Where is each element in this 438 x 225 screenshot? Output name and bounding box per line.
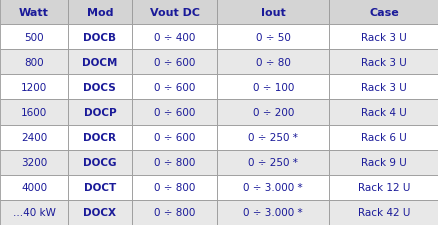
Text: Watt: Watt	[19, 7, 49, 18]
Bar	[0, 50, 68, 75]
Bar	[217, 75, 328, 100]
Text: 0 ÷ 600: 0 ÷ 600	[153, 108, 195, 117]
Bar	[68, 150, 131, 175]
Bar	[217, 200, 328, 225]
Bar	[68, 200, 131, 225]
Text: 0 ÷ 80: 0 ÷ 80	[255, 58, 290, 68]
Text: 2400: 2400	[21, 133, 47, 142]
Text: Case: Case	[368, 7, 398, 18]
Bar	[217, 0, 328, 25]
Bar	[131, 125, 217, 150]
Text: 4000: 4000	[21, 182, 47, 192]
Bar	[328, 50, 438, 75]
Bar	[217, 50, 328, 75]
Text: Rack 42 U: Rack 42 U	[357, 207, 410, 218]
Bar	[68, 25, 131, 50]
Text: 0 ÷ 400: 0 ÷ 400	[153, 33, 195, 43]
Text: DOCX: DOCX	[83, 207, 116, 218]
Bar	[217, 100, 328, 125]
Bar	[0, 0, 68, 25]
Bar	[68, 50, 131, 75]
Bar	[0, 125, 68, 150]
Bar	[68, 75, 131, 100]
Bar	[217, 150, 328, 175]
Text: 0 ÷ 600: 0 ÷ 600	[153, 83, 195, 92]
Bar	[0, 25, 68, 50]
Bar	[0, 150, 68, 175]
Text: 1200: 1200	[21, 83, 47, 92]
Text: 500: 500	[24, 33, 44, 43]
Bar	[68, 0, 131, 25]
Text: 1600: 1600	[21, 108, 47, 117]
Text: 0 ÷ 800: 0 ÷ 800	[153, 182, 195, 192]
Text: Iout: Iout	[260, 7, 285, 18]
Text: Rack 3 U: Rack 3 U	[360, 58, 406, 68]
Text: 0 ÷ 200: 0 ÷ 200	[252, 108, 293, 117]
Text: 0 ÷ 600: 0 ÷ 600	[153, 133, 195, 142]
Text: 0 ÷ 100: 0 ÷ 100	[252, 83, 293, 92]
Text: DOCM: DOCM	[82, 58, 117, 68]
Text: 0 ÷ 3.000 *: 0 ÷ 3.000 *	[243, 182, 302, 192]
Text: Rack 4 U: Rack 4 U	[360, 108, 406, 117]
Text: DOCT: DOCT	[84, 182, 116, 192]
Bar	[68, 125, 131, 150]
Bar	[131, 75, 217, 100]
Bar	[68, 175, 131, 200]
Bar	[328, 175, 438, 200]
Bar	[328, 100, 438, 125]
Text: ...40 kW: ...40 kW	[13, 207, 55, 218]
Bar	[131, 175, 217, 200]
Bar	[328, 25, 438, 50]
Text: Rack 6 U: Rack 6 U	[360, 133, 406, 142]
Text: 3200: 3200	[21, 158, 47, 167]
Bar	[217, 175, 328, 200]
Bar	[131, 25, 217, 50]
Bar	[68, 100, 131, 125]
Text: Rack 3 U: Rack 3 U	[360, 33, 406, 43]
Text: DOCR: DOCR	[83, 133, 116, 142]
Bar	[131, 0, 217, 25]
Text: Rack 12 U: Rack 12 U	[357, 182, 410, 192]
Bar	[131, 150, 217, 175]
Bar	[328, 200, 438, 225]
Bar	[328, 75, 438, 100]
Text: 0 ÷ 250 *: 0 ÷ 250 *	[248, 133, 297, 142]
Text: 0 ÷ 50: 0 ÷ 50	[255, 33, 290, 43]
Text: DOCP: DOCP	[83, 108, 116, 117]
Bar	[328, 125, 438, 150]
Bar	[217, 25, 328, 50]
Bar	[328, 150, 438, 175]
Text: 0 ÷ 3.000 *: 0 ÷ 3.000 *	[243, 207, 302, 218]
Bar	[217, 125, 328, 150]
Bar	[0, 200, 68, 225]
Bar	[0, 75, 68, 100]
Bar	[131, 100, 217, 125]
Text: Vout DC: Vout DC	[149, 7, 199, 18]
Text: DOCS: DOCS	[83, 83, 116, 92]
Text: DOCB: DOCB	[83, 33, 116, 43]
Text: DOCG: DOCG	[83, 158, 117, 167]
Text: 0 ÷ 600: 0 ÷ 600	[153, 58, 195, 68]
Text: 0 ÷ 800: 0 ÷ 800	[153, 207, 195, 218]
Text: Rack 3 U: Rack 3 U	[360, 83, 406, 92]
Bar	[131, 50, 217, 75]
Bar	[0, 100, 68, 125]
Bar	[0, 175, 68, 200]
Text: 0 ÷ 250 *: 0 ÷ 250 *	[248, 158, 297, 167]
Text: Rack 9 U: Rack 9 U	[360, 158, 406, 167]
Text: Mod: Mod	[86, 7, 113, 18]
Text: 800: 800	[24, 58, 44, 68]
Bar	[131, 200, 217, 225]
Bar	[328, 0, 438, 25]
Text: 0 ÷ 800: 0 ÷ 800	[153, 158, 195, 167]
